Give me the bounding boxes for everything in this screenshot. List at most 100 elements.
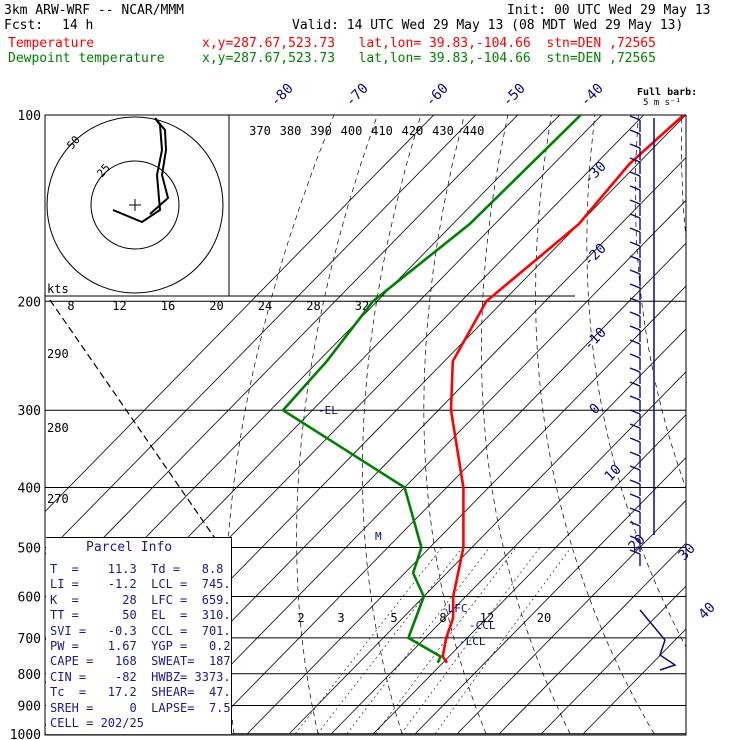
- dewpoint-legend-label: Dewpoint temperature: [8, 51, 165, 66]
- isotherm-line: [246, 285, 686, 735]
- wind-barb: [629, 535, 641, 541]
- wind-barb: [629, 269, 641, 275]
- parcel-info-row: SREH = 0 LAPSE= 7.5: [50, 700, 231, 715]
- isotherm-label: -50: [500, 81, 529, 110]
- wind-barb: [629, 171, 641, 177]
- wind-barb: [629, 129, 641, 135]
- pressure-label: 400: [18, 482, 41, 497]
- wind-barb: [629, 507, 641, 513]
- hodograph-speed-label: 8: [67, 299, 74, 313]
- wind-barb: [629, 227, 641, 233]
- pw-axis-label: 280: [47, 421, 69, 435]
- wind-barb: [629, 549, 641, 555]
- isotherm-label: -80: [268, 81, 297, 110]
- wind-barb: [629, 423, 641, 429]
- isotherm-label: 40: [696, 600, 719, 623]
- theta-e-label: 390: [310, 124, 332, 138]
- theta-e-label: 410: [371, 124, 393, 138]
- dry-adiabat: [362, 115, 422, 734]
- pw-axis-label: 290: [47, 347, 69, 361]
- init-time: Init: 00 UTC Wed 29 May 13: [507, 3, 711, 18]
- wind-barb: [629, 241, 641, 247]
- theta-e-label: 370: [249, 124, 271, 138]
- isotherm-line: [288, 328, 686, 735]
- pressure-label: 300: [18, 404, 41, 419]
- parcel-info-row: Tc = 17.2 SHEAR= 47.: [50, 685, 231, 700]
- mixing-ratio-label: 20: [537, 611, 551, 625]
- mixing-ratio-label: 2: [297, 611, 304, 625]
- mixing-ratio-label: 5: [390, 611, 397, 625]
- wind-barb: [629, 465, 641, 471]
- parcel-info-row: LI = -1.2 LCL = 745.: [50, 577, 231, 592]
- forecast-hours: 14 h: [62, 18, 94, 33]
- parcel-info-row: K = 28 LFC = 659.: [50, 592, 231, 607]
- wind-barb: [629, 451, 641, 457]
- hodograph-guide-line: [49, 299, 231, 561]
- mixing-ratio-label: 8: [439, 611, 446, 625]
- el-marker: -EL: [318, 404, 338, 417]
- dry-adiabat: [634, 115, 686, 490]
- wind-barb: [629, 339, 641, 345]
- wind-legend-title: Full barb:: [637, 87, 697, 98]
- dewpoint-profile: [281, 115, 582, 664]
- wind-barb: [629, 325, 641, 331]
- temperature-station-info: x,y=287.67,523.73 lat,lon= 39.83,-104.66…: [202, 36, 656, 51]
- lfc-marker: -LFC: [441, 602, 468, 615]
- hodograph-speed-label: 16: [161, 299, 175, 313]
- isotherm-line: [456, 499, 686, 735]
- wind-barb: [629, 199, 641, 205]
- theta-e-label: 420: [402, 124, 424, 138]
- isotherm-line: [204, 242, 686, 735]
- parcel-info-row: CELL = 202/25: [50, 716, 144, 731]
- isotherm-label: -40: [578, 81, 607, 110]
- parcel-info-title: Parcel Info: [86, 540, 173, 555]
- hodograph-speed-label: 24: [258, 299, 272, 313]
- isotherm-label: 20: [626, 532, 649, 555]
- hodograph-speed-label: 28: [306, 299, 320, 313]
- dry-adiabat: [225, 115, 335, 734]
- hodograph-ring: [46, 116, 224, 294]
- dry-adiabat: [681, 115, 686, 243]
- isotherm-label: 10: [602, 462, 625, 485]
- isotherm-line: [45, 115, 476, 556]
- mixing-ratio-line: [400, 547, 541, 734]
- temperature-profile: [441, 115, 685, 664]
- isotherm-line: [45, 115, 518, 598]
- isotherm-label: -30: [581, 159, 610, 188]
- hodograph-speed-label: 20: [209, 299, 223, 313]
- isotherm-label: -20: [581, 241, 610, 270]
- m-marker: M: [375, 530, 382, 543]
- parcel-info-row: CIN = -82 HWBZ= 3373.: [50, 669, 231, 684]
- pressure-label: 900: [18, 699, 41, 714]
- isotherm-line: [45, 115, 434, 513]
- forecast-label: Fcst:: [4, 18, 44, 33]
- hodograph-units-label: kts: [47, 282, 69, 296]
- isotherm-label: -10: [581, 325, 610, 354]
- pressure-label: 700: [18, 632, 41, 647]
- dry-adiabat: [296, 115, 378, 734]
- isotherm-line: [582, 628, 686, 735]
- pressure-label: 500: [18, 541, 41, 556]
- isotherm-label: 30: [676, 541, 699, 564]
- pressure-label: 800: [18, 668, 41, 683]
- wind-barb: [629, 493, 641, 499]
- temperature-legend-label: Temperature: [8, 36, 95, 51]
- theta-e-label: 440: [463, 124, 485, 138]
- dry-adiabat: [481, 115, 571, 734]
- valid-time: Valid: 14 UTC Wed 29 May 13 (08 MDT Wed …: [292, 18, 684, 33]
- wind-barb: [629, 353, 641, 359]
- mixing-ratio-label: 12: [480, 611, 494, 625]
- dewpoint-station-info: x,y=287.67,523.73 lat,lon= 39.83,-104.66…: [202, 51, 656, 66]
- wind-barb: [629, 115, 641, 121]
- wind-barb: [629, 395, 641, 401]
- theta-e-label: 380: [280, 124, 302, 138]
- isotherm-line: [414, 456, 686, 735]
- isotherm-line: [498, 542, 686, 735]
- wind-barb: [629, 213, 641, 219]
- parcel-info-row: T = 11.3 Td = 8.8: [50, 562, 224, 576]
- parcel-info-row: PW = 1.67 YGP = 0.2: [50, 639, 231, 654]
- hodograph-trace: [112, 117, 170, 224]
- wind-barb: [629, 437, 641, 443]
- wind-barb: [629, 255, 641, 261]
